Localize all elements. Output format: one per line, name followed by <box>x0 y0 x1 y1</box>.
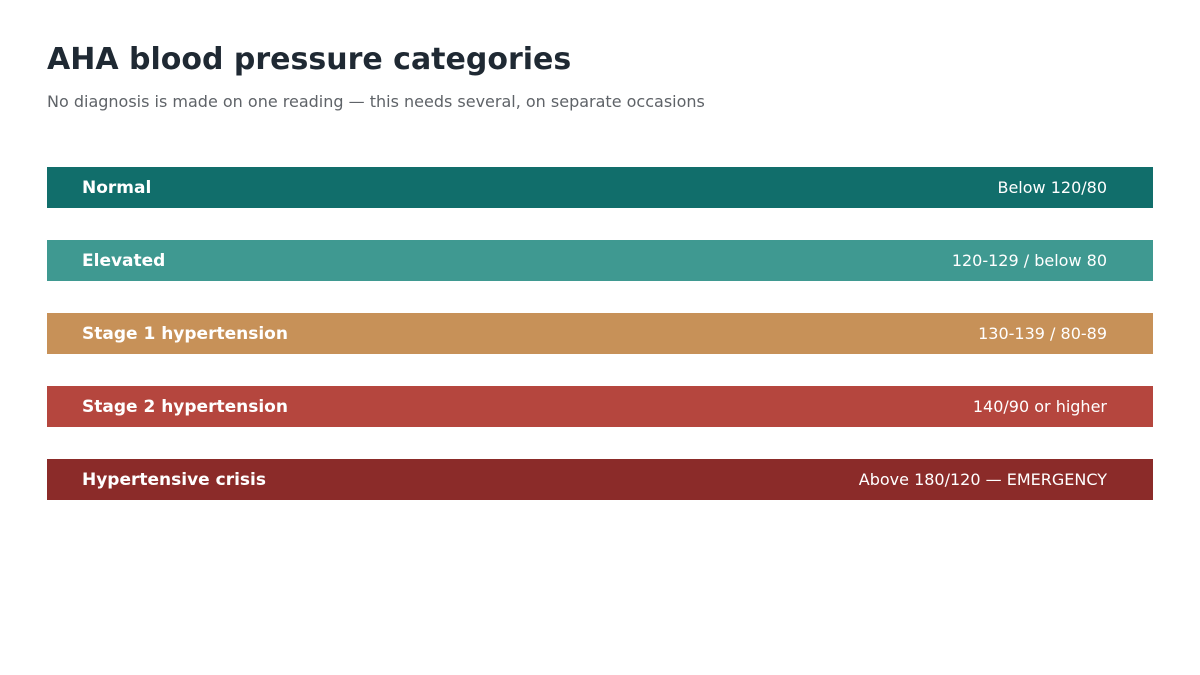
page-title: AHA blood pressure categories <box>47 42 572 77</box>
category-range: 130-139 / 80-89 <box>978 324 1107 343</box>
category-row-normal: Normal Below 120/80 <box>47 167 1153 208</box>
category-range: Above 180/120 — EMERGENCY <box>858 470 1107 489</box>
page-subtitle: No diagnosis is made on one reading — th… <box>47 92 705 111</box>
category-name: Stage 2 hypertension <box>82 396 288 417</box>
category-name: Elevated <box>82 250 166 271</box>
category-name: Normal <box>82 177 152 198</box>
category-name: Stage 1 hypertension <box>82 323 288 344</box>
category-range: Below 120/80 <box>997 178 1107 197</box>
category-list: Normal Below 120/80 Elevated 120-129 / b… <box>47 167 1153 532</box>
category-row-hypertensive-crisis: Hypertensive crisis Above 180/120 — EMER… <box>47 459 1153 500</box>
category-range: 120-129 / below 80 <box>951 251 1107 270</box>
category-range: 140/90 or higher <box>972 397 1107 416</box>
category-row-stage-1-hypertension: Stage 1 hypertension 130-139 / 80-89 <box>47 313 1153 354</box>
category-row-stage-2-hypertension: Stage 2 hypertension 140/90 or higher <box>47 386 1153 427</box>
category-name: Hypertensive crisis <box>82 469 266 490</box>
category-row-elevated: Elevated 120-129 / below 80 <box>47 240 1153 281</box>
